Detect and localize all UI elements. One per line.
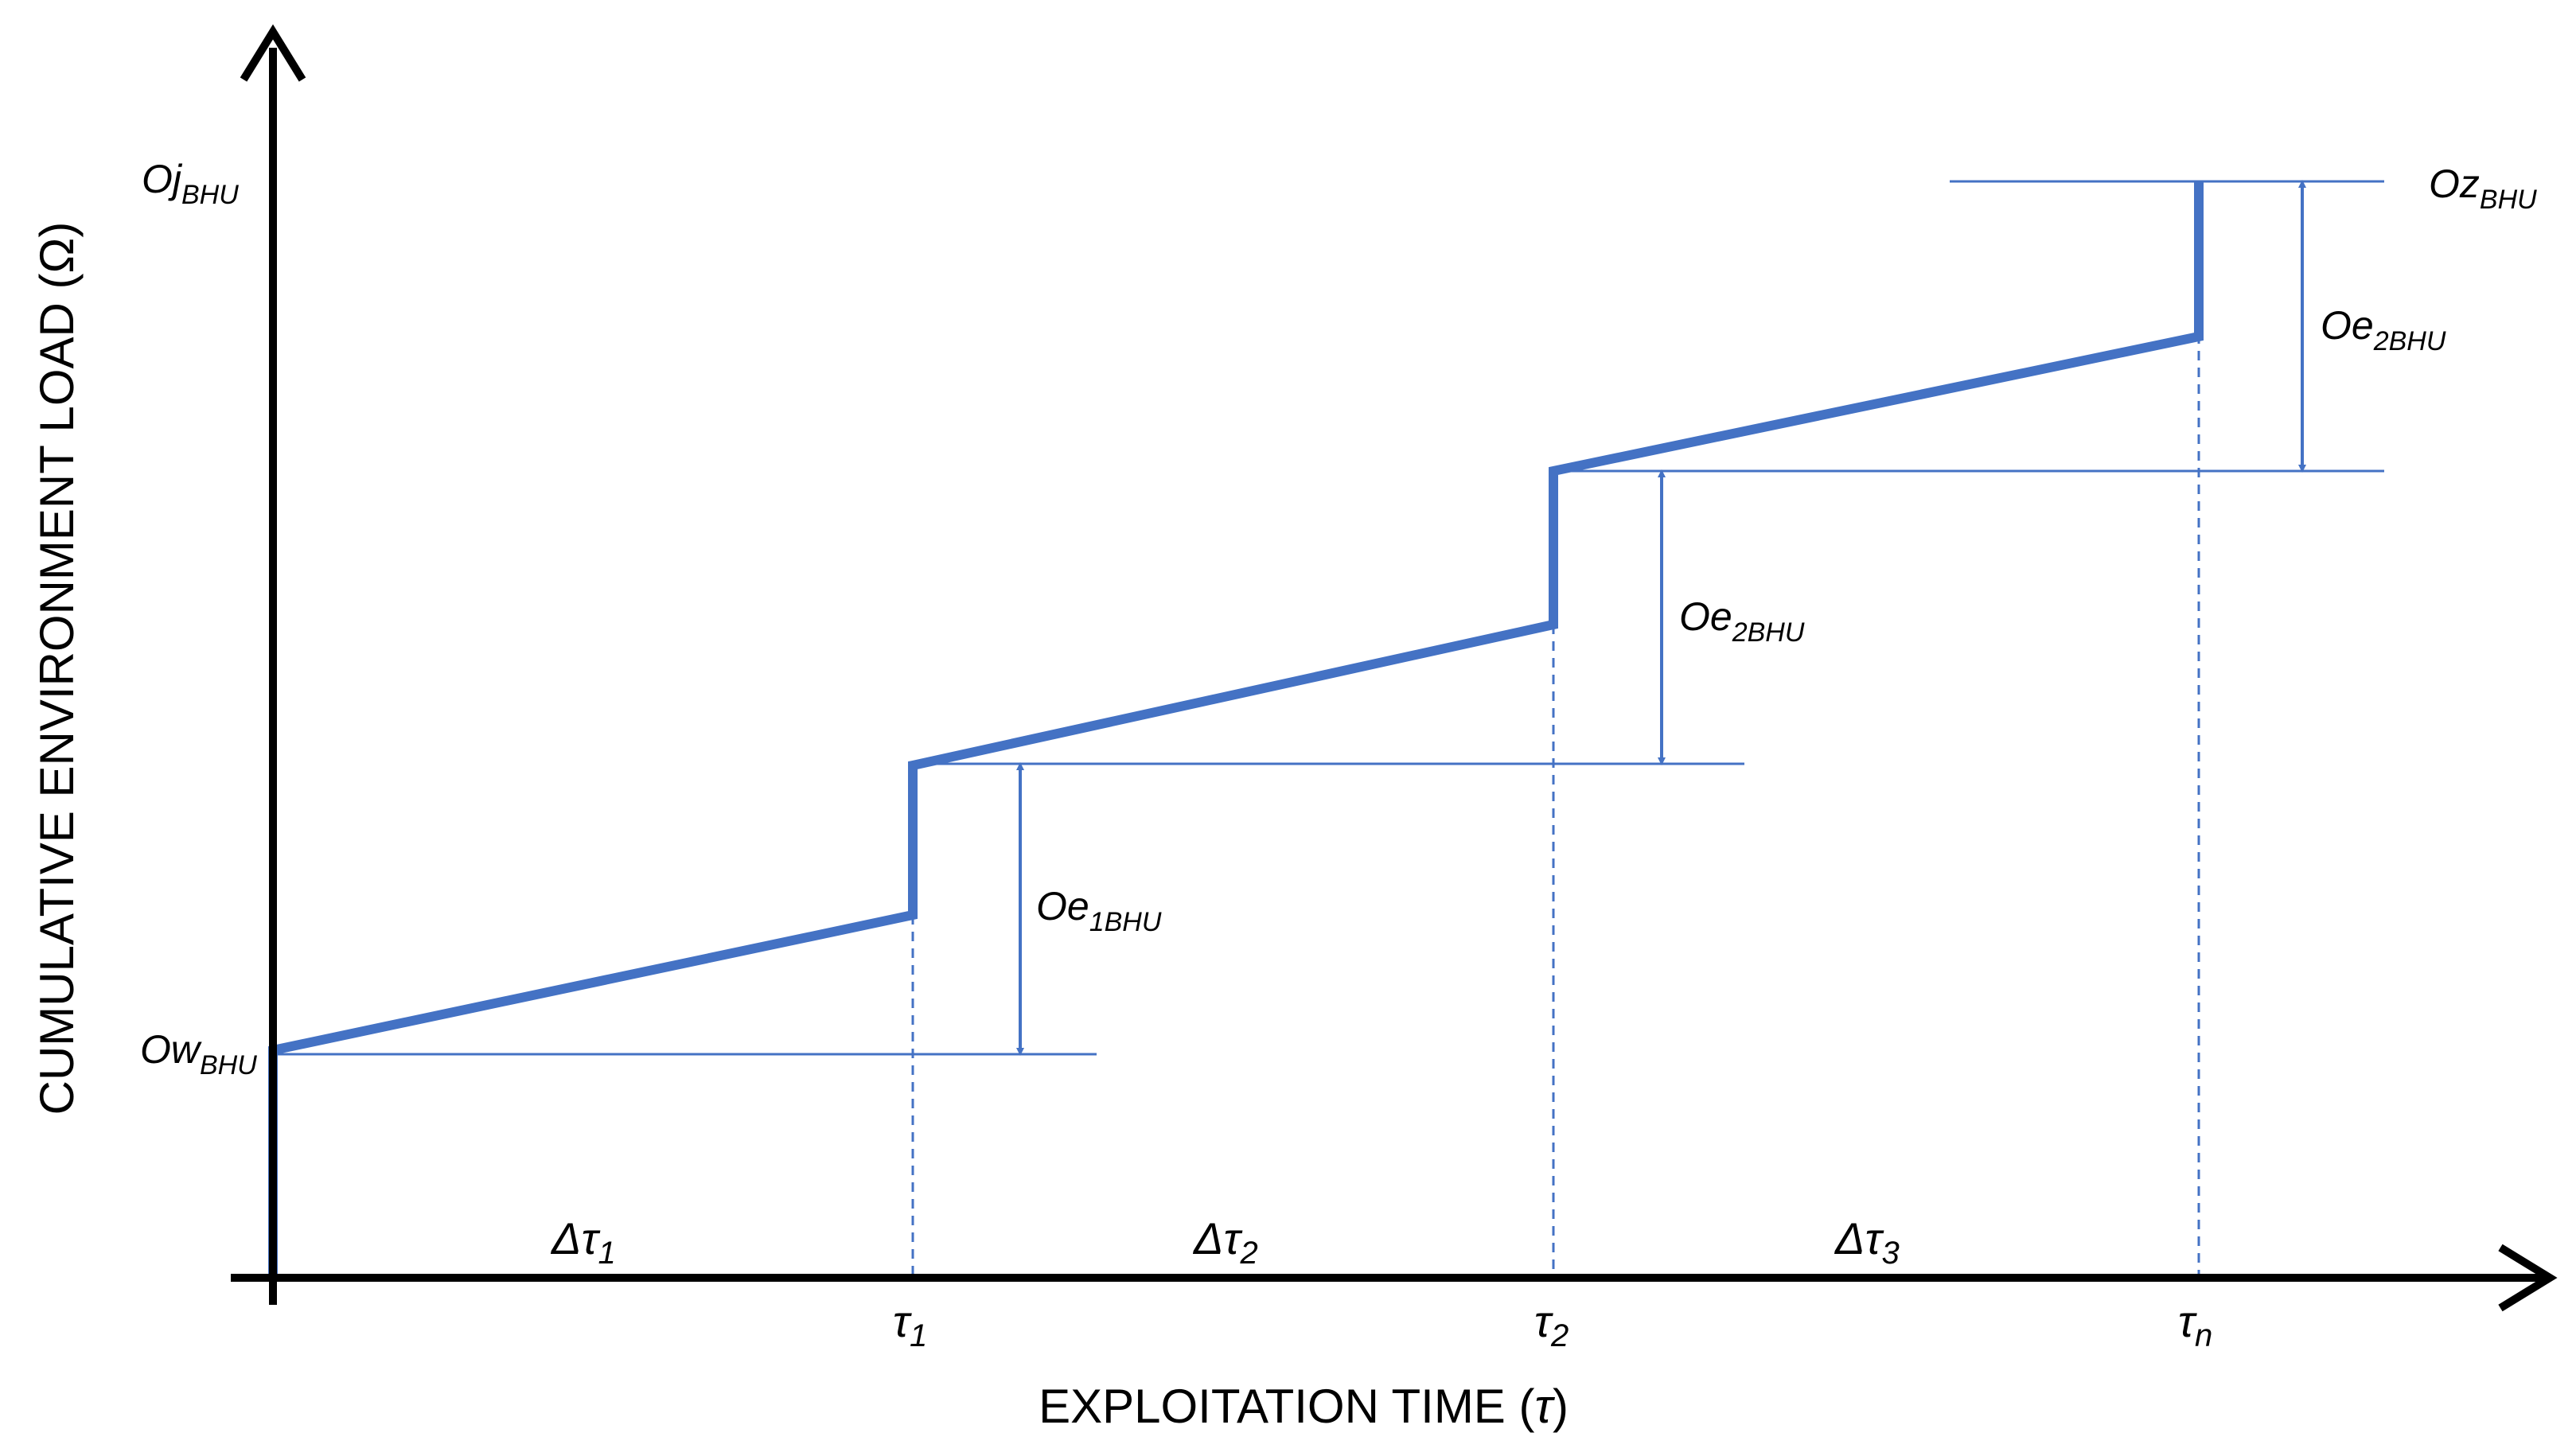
label-oz: OzBHU	[2429, 162, 2537, 215]
label-tau-1-sub: 1	[910, 1318, 927, 1353]
label-dtau-3-sub: 3	[1882, 1236, 1900, 1271]
label-oe-3-main: Oe	[2321, 303, 2374, 348]
y-axis-title: CUMULATIVE ENVIRONMENT LOAD (Ω)	[30, 222, 84, 1115]
label-dtau-3: Δτ3	[1834, 1213, 1900, 1271]
label-oe-1-sub: 1BHU	[1089, 907, 1162, 937]
label-tau-2: τ2	[1534, 1296, 1569, 1353]
label-dtau-1-main: Δτ	[550, 1213, 601, 1263]
label-tau-1: τ1	[893, 1296, 927, 1353]
label-dtau-1-sub: 1	[598, 1236, 616, 1271]
x-axis-title-close: )	[1553, 1380, 1569, 1433]
x-axis-title-symbol: τ	[1534, 1380, 1555, 1433]
label-oj: OjBHU	[142, 157, 239, 210]
label-dtau-2: Δτ2	[1192, 1213, 1258, 1271]
label-oe-3-sub: 2BHU	[2373, 326, 2446, 356]
time-markers	[911, 334, 2200, 1278]
increment-arrows	[1016, 180, 2306, 1056]
load-curve	[268, 181, 2204, 1278]
axes	[231, 24, 2558, 1312]
label-dtau-3-main: Δτ	[1834, 1213, 1884, 1263]
label-oe-2-sub: 2BHU	[1732, 617, 1805, 648]
label-tau-2-sub: 2	[1550, 1318, 1569, 1353]
label-tau-n-sub: n	[2195, 1318, 2212, 1353]
label-tau-1-main: τ	[893, 1296, 912, 1346]
label-oe-1-main: Oe	[1036, 884, 1089, 928]
label-ow: OwBHU	[140, 1027, 257, 1080]
label-oe-3: Oe2BHU	[2321, 303, 2446, 356]
label-oj-main: Oj	[142, 157, 183, 201]
label-oe-2: Oe2BHU	[1679, 594, 1805, 648]
label-dtau-2-sub: 2	[1240, 1236, 1258, 1271]
label-ow-main: Ow	[140, 1027, 202, 1072]
label-tau-n: τn	[2178, 1296, 2212, 1353]
x-axis-arrowhead	[2498, 1244, 2558, 1312]
x-axis-title: EXPLOITATION TIME (τ)	[1039, 1380, 1569, 1433]
label-dtau-1: Δτ1	[550, 1213, 616, 1271]
label-oz-sub: BHU	[2480, 185, 2537, 215]
level-guides	[271, 180, 2384, 1056]
label-oe-1: Oe1BHU	[1036, 884, 1162, 937]
y-axis-arrowhead	[240, 24, 306, 82]
label-dtau-2-main: Δτ	[1192, 1213, 1243, 1263]
label-oz-main: Oz	[2429, 162, 2480, 206]
label-ow-sub: BHU	[200, 1050, 257, 1080]
label-tau-n-main: τ	[2178, 1296, 2197, 1346]
label-oj-sub: BHU	[181, 180, 239, 210]
label-tau-2-main: τ	[1534, 1296, 1553, 1346]
label-oe-2-main: Oe	[1679, 594, 1732, 639]
x-axis-title-text: EXPLOITATION TIME (	[1039, 1380, 1534, 1433]
